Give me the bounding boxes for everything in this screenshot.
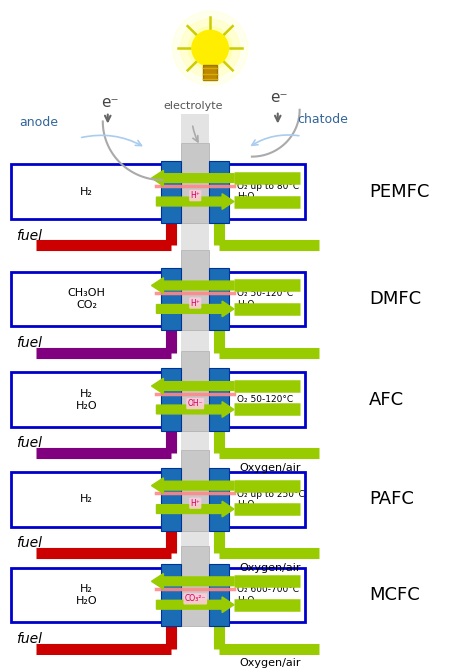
Bar [182, 546, 209, 626]
Bar [11, 472, 305, 527]
Text: Oxygen/air: Oxygen/air [239, 658, 301, 668]
Bar [182, 517, 209, 546]
Text: H₂
H₂O: H₂ H₂O [75, 389, 97, 411]
FancyArrow shape [156, 194, 234, 209]
Bar [182, 143, 209, 223]
Text: O₂ up to 250°C
H₂O: O₂ up to 250°C H₂O [237, 490, 305, 509]
Circle shape [173, 11, 248, 86]
Bar [11, 373, 305, 427]
Text: H₂: H₂ [80, 494, 93, 504]
Text: PEMFC: PEMFC [369, 183, 429, 201]
FancyArrow shape [152, 278, 234, 293]
Text: O₂ up to 80°C
H₂O: O₂ up to 80°C H₂O [237, 182, 299, 201]
Text: fuel: fuel [16, 436, 42, 450]
Bar [209, 564, 229, 626]
Bar [209, 468, 229, 531]
Bar [182, 322, 209, 351]
Text: H₂: H₂ [80, 187, 93, 197]
Bar [209, 268, 229, 330]
Text: fuel: fuel [16, 336, 42, 350]
Text: CO₃²⁻: CO₃²⁻ [184, 594, 206, 603]
Bar [209, 369, 229, 431]
Text: CH₃OH
CO₂: CH₃OH CO₂ [67, 288, 105, 310]
Circle shape [188, 27, 232, 70]
Text: fuel: fuel [16, 229, 42, 243]
Bar [162, 369, 182, 431]
Bar [11, 272, 305, 326]
Bar [11, 567, 305, 622]
Bar [182, 114, 209, 143]
Bar [11, 165, 305, 219]
Text: O₂ 50-120°C
H₂O: O₂ 50-120°C H₂O [237, 290, 293, 309]
FancyArrow shape [152, 573, 234, 589]
FancyArrow shape [156, 301, 234, 316]
Text: MCFC: MCFC [369, 586, 420, 604]
Text: fuel: fuel [16, 536, 42, 550]
FancyArrow shape [156, 501, 234, 517]
Text: H₂
H₂O: H₂ H₂O [75, 584, 97, 605]
Text: AFC: AFC [369, 391, 404, 409]
Bar [209, 161, 229, 223]
Bar [162, 161, 182, 223]
FancyArrow shape [152, 378, 234, 394]
Text: e⁻: e⁻ [270, 90, 287, 105]
FancyArrow shape [152, 171, 234, 186]
Circle shape [192, 31, 228, 66]
Text: chatode: chatode [298, 114, 348, 126]
Text: OH⁻: OH⁻ [187, 399, 203, 408]
Text: anode: anode [19, 116, 58, 129]
Text: H⁺: H⁺ [190, 191, 200, 200]
FancyArrow shape [152, 478, 234, 494]
Text: H⁺: H⁺ [190, 298, 200, 308]
Text: Oxygen/air: Oxygen/air [239, 563, 301, 573]
Text: Oxygen/air: Oxygen/air [239, 463, 301, 473]
Bar [182, 351, 209, 431]
Bar [182, 250, 209, 330]
Bar [162, 268, 182, 330]
Text: fuel: fuel [16, 632, 42, 646]
Bar [162, 564, 182, 626]
Text: PAFC: PAFC [369, 490, 414, 508]
Bar [182, 221, 209, 250]
FancyArrow shape [156, 401, 234, 417]
Text: e⁻: e⁻ [101, 95, 118, 110]
Circle shape [180, 19, 240, 78]
Text: O₂ 600-700°C
H₂O: O₂ 600-700°C H₂O [237, 585, 299, 605]
Bar [162, 468, 182, 531]
Text: electrolyte: electrolyte [164, 101, 223, 111]
FancyArrow shape [156, 597, 234, 613]
Bar [182, 421, 209, 450]
Bar [182, 450, 209, 531]
Text: H⁺: H⁺ [190, 498, 200, 508]
Text: DMFC: DMFC [369, 290, 421, 308]
Bar [203, 65, 217, 80]
Text: O₂ 50-120°C: O₂ 50-120°C [237, 395, 293, 404]
